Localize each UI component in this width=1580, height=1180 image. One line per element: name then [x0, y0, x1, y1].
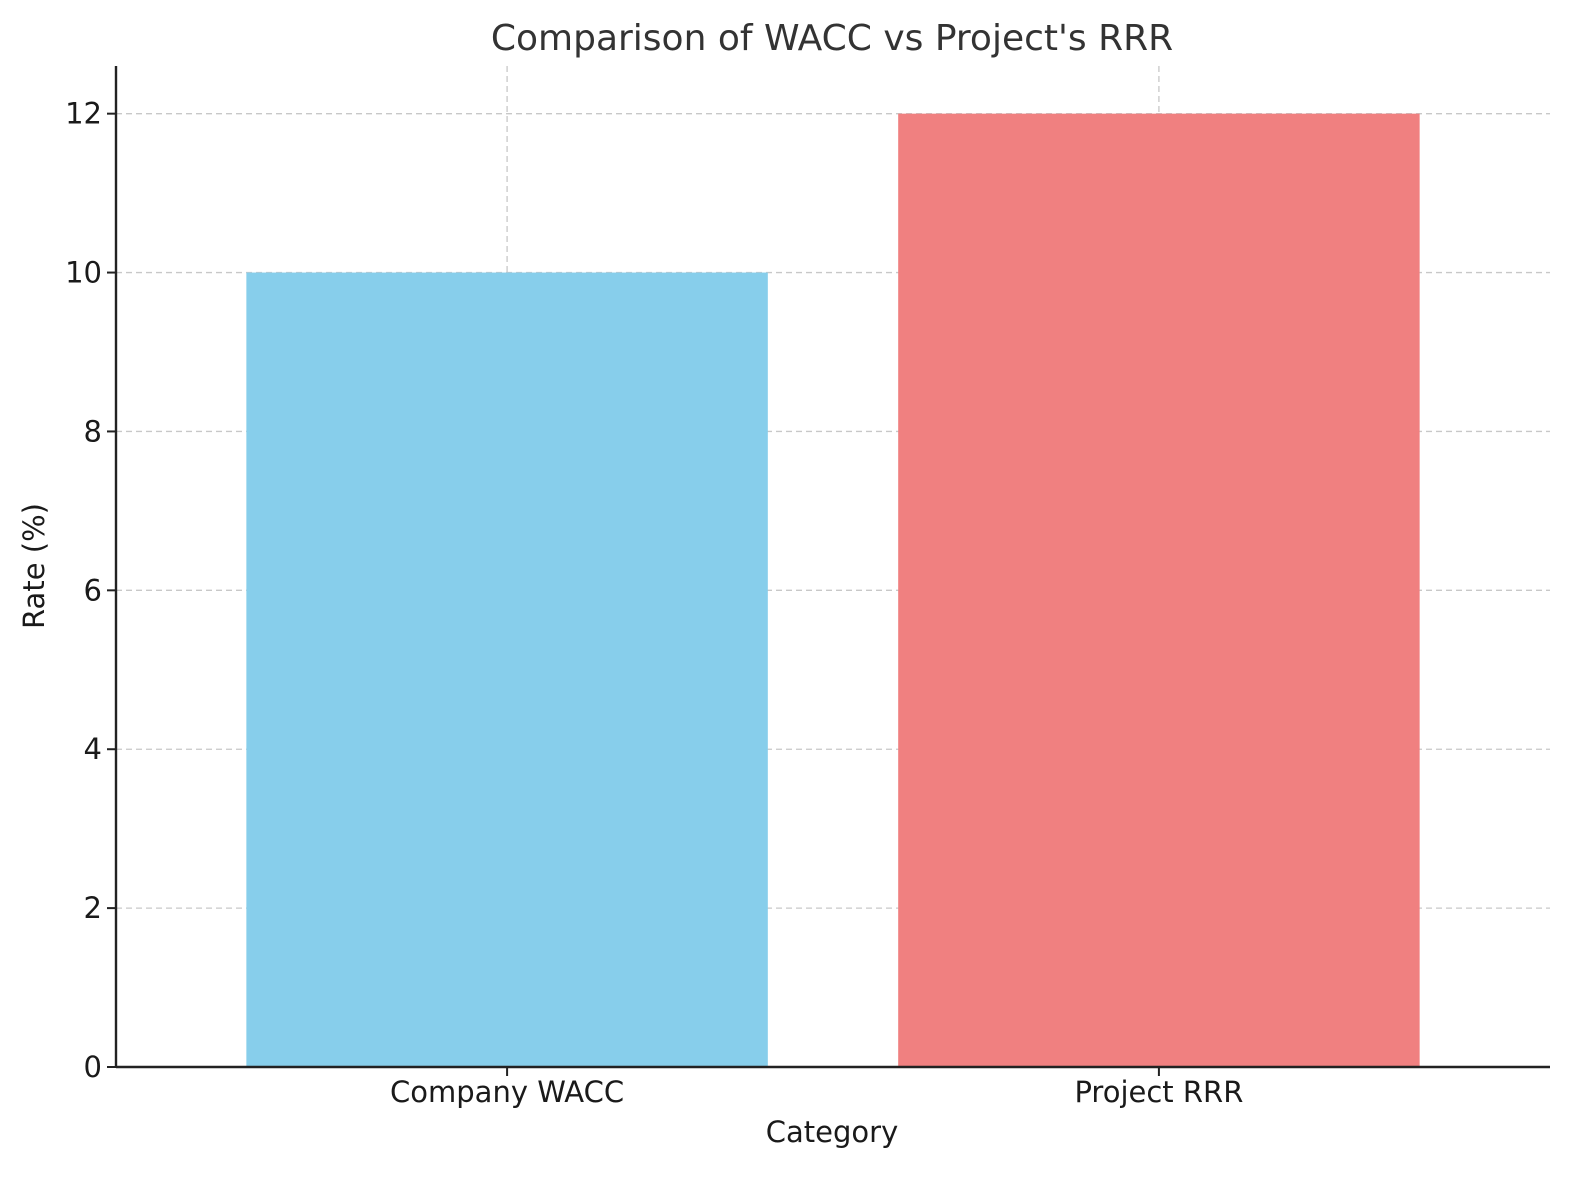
y-tick-label: 0 [84, 1050, 102, 1084]
bars [246, 113, 1420, 1067]
y-tick-label: 8 [84, 414, 102, 448]
y-tick-label: 12 [65, 97, 102, 131]
x-tick-label: Company WACC [390, 1075, 624, 1109]
y-axis-label: Rate (%) [17, 503, 51, 629]
y-tick-label: 10 [65, 256, 102, 290]
y-axis-ticks: 0 2 4 6 8 10 12 [65, 97, 116, 1084]
y-tick-label: 6 [84, 573, 102, 607]
y-tick-label: 2 [84, 891, 102, 925]
bar-company-wacc [246, 272, 768, 1067]
y-tick-label: 4 [84, 732, 102, 766]
x-tick-label: Project RRR [1074, 1075, 1243, 1109]
x-axis-label: Category [766, 1115, 898, 1149]
chart-title: Comparison of WACC vs Project's RRR [491, 18, 1173, 59]
bar-project-rrr [898, 113, 1420, 1067]
x-axis-ticks: Company WACC Project RRR [390, 1067, 1243, 1109]
